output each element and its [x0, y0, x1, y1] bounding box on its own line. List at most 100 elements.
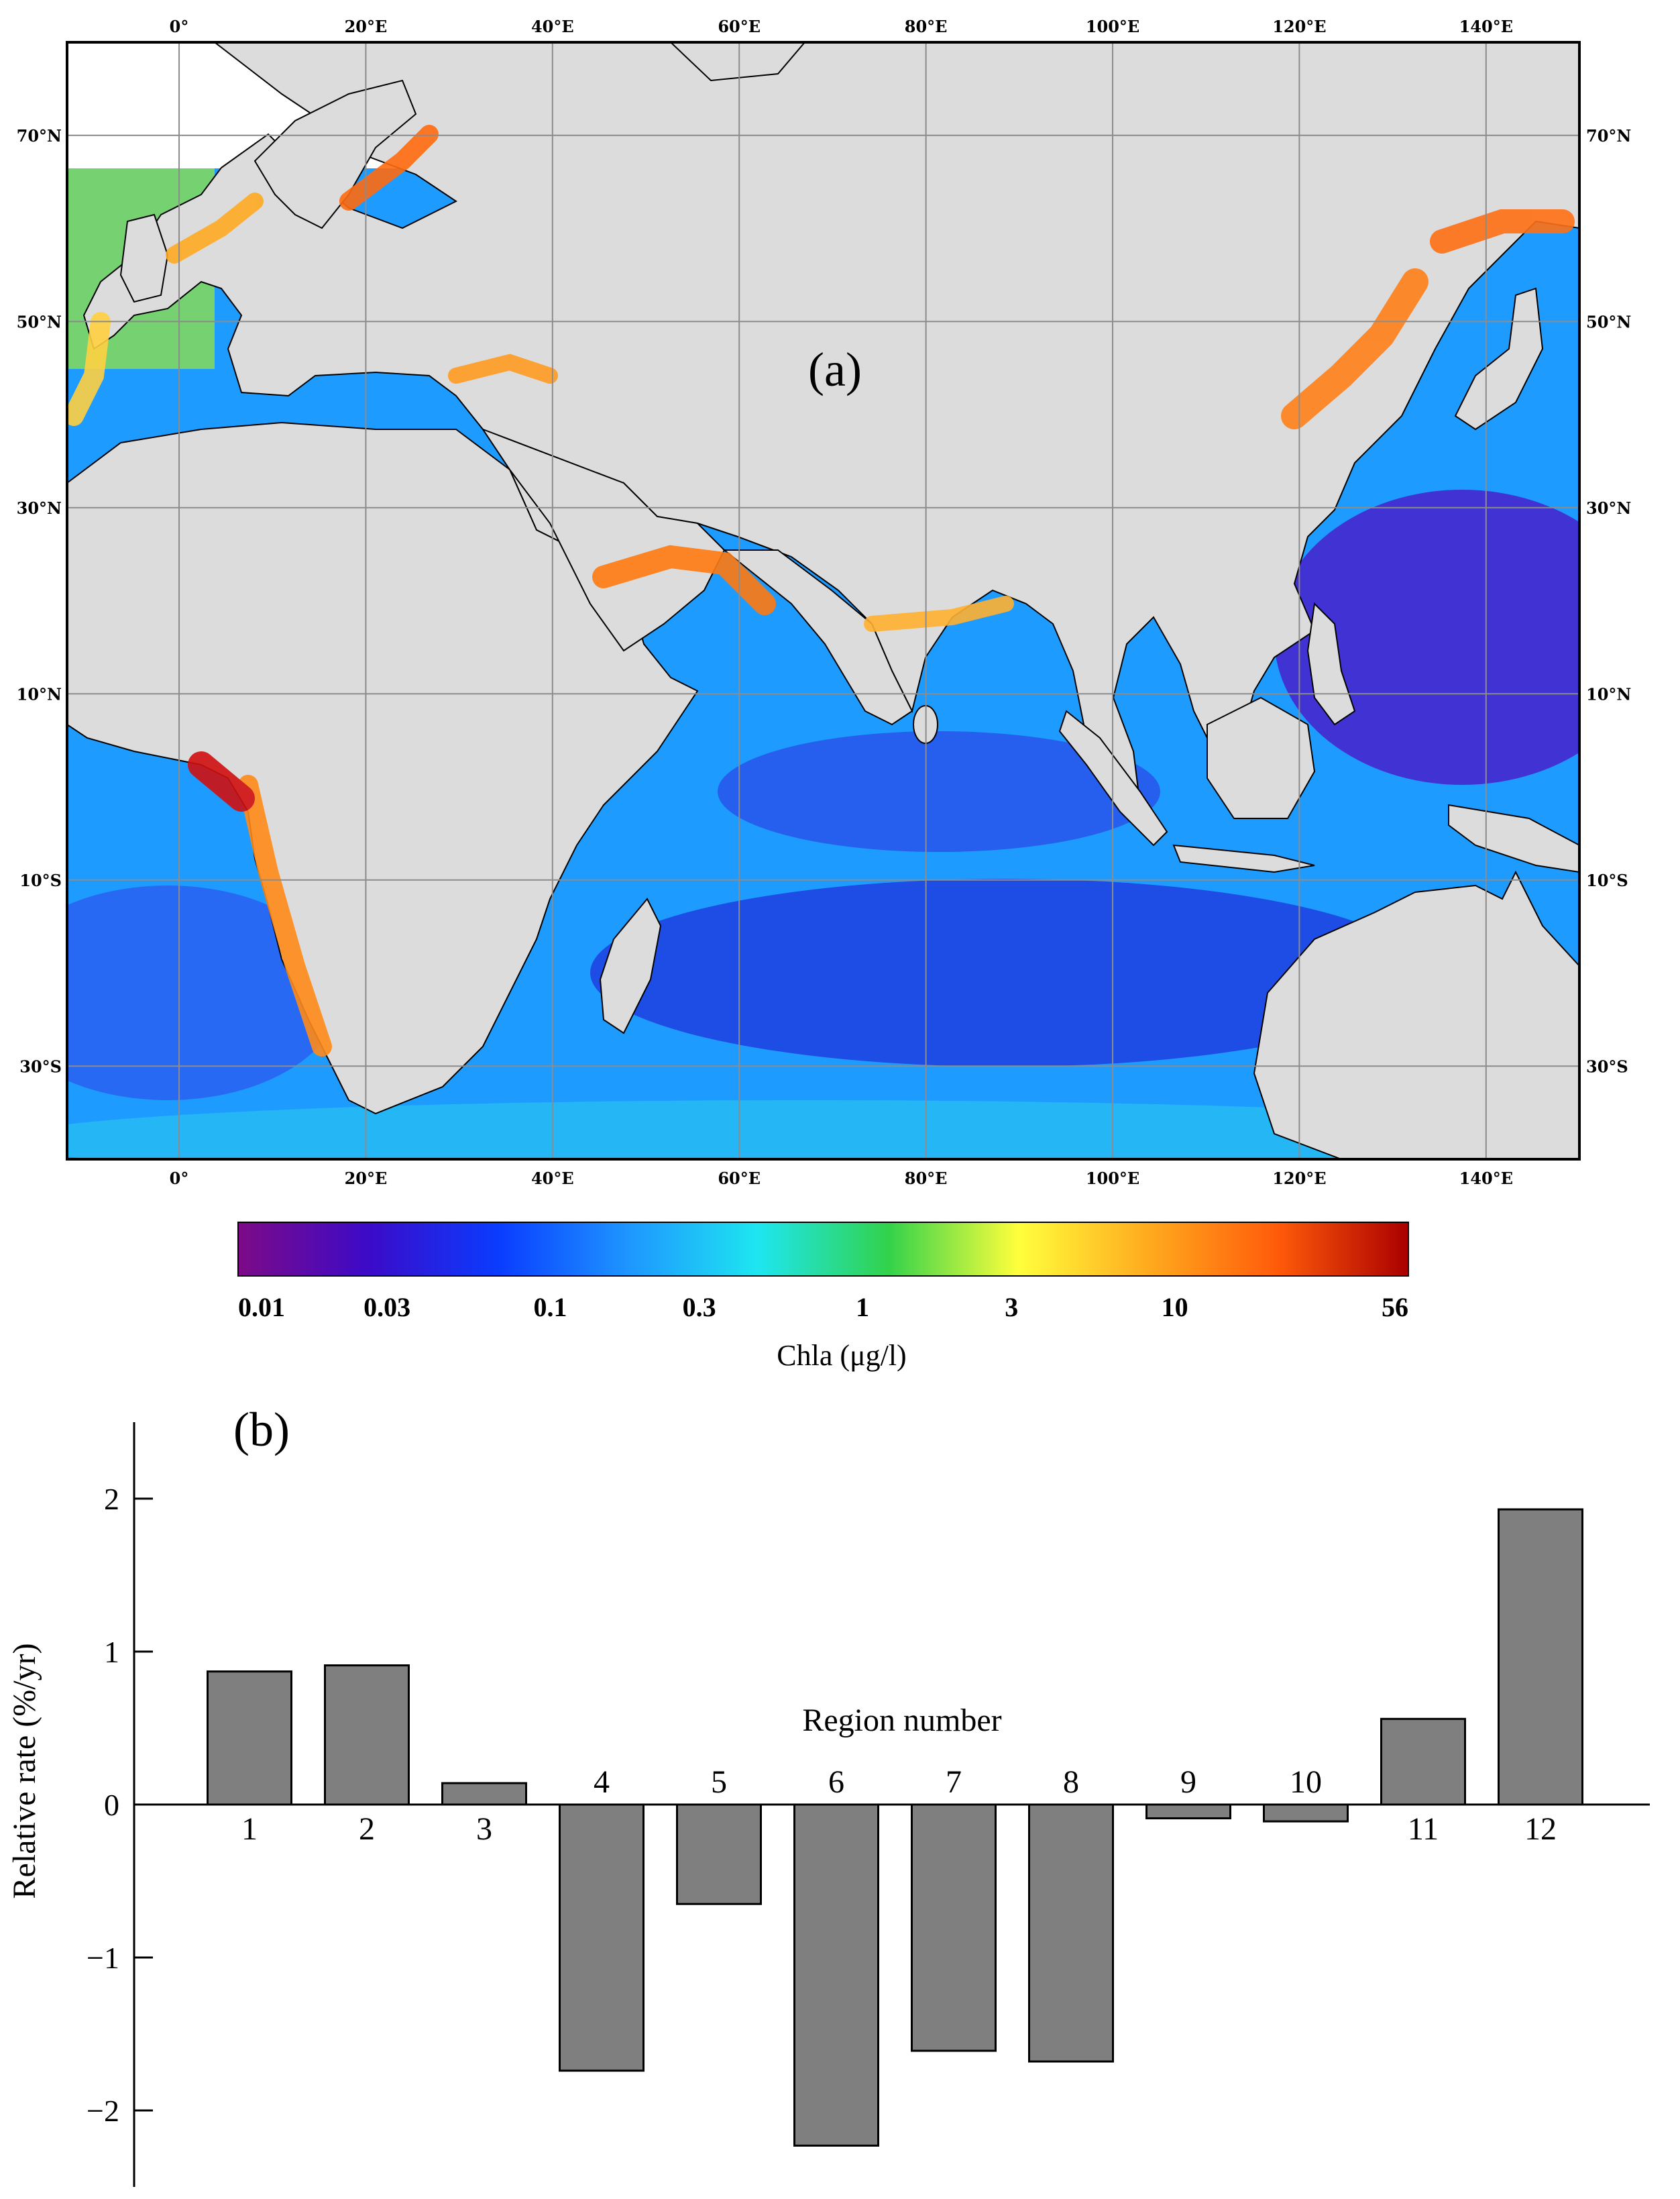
ocean-oligotrophic-south-atlantic	[67, 886, 342, 1100]
bar	[1028, 1803, 1114, 2063]
bloom-arabian-sea	[592, 545, 776, 615]
ocean-oligotrophic-equatorial-indian	[718, 731, 1160, 852]
bar	[793, 1803, 879, 2147]
lat-tick-label-right: 50°N	[1586, 312, 1631, 331]
land-india	[722, 549, 913, 726]
map-tick-labels: 0° 0° 20°E 20°E 40°E 40°E 60°E 60°E 80°E 80°E 100°…	[17, 17, 1632, 1188]
category-label: 1	[241, 1811, 258, 1847]
category-label: 5	[711, 1764, 727, 1800]
land-japan	[1454, 287, 1544, 431]
category-label: 3	[476, 1811, 492, 1847]
lat-tick-label-right: 10°S	[1586, 871, 1628, 890]
land-scandinavia	[254, 79, 417, 229]
bar	[911, 1803, 997, 2052]
category-label: 2	[359, 1811, 375, 1847]
bloom-baltic	[339, 125, 439, 211]
lat-tick-label-right: 30°N	[1586, 498, 1631, 518]
colorbar-tick-label: 0.01	[238, 1292, 285, 1322]
bar	[1380, 1717, 1466, 1806]
bloom-guinea	[188, 751, 255, 812]
lat-tick-label-left: 70°N	[17, 126, 62, 146]
lon-tick-label-top: 0°	[170, 17, 189, 36]
map-area	[67, 42, 1579, 1159]
map-frame	[66, 41, 1581, 1161]
category-label: 9	[1180, 1764, 1196, 1800]
y-tick-label: −2	[87, 2094, 119, 2128]
lon-tick-label-top: 80°E	[905, 17, 948, 36]
lon-tick-label-bottom: 140°E	[1459, 1169, 1513, 1188]
colorbar: 0.01 0.03 0.1 0.3 1 3 10 56 Chla (μg/l)	[237, 1222, 1409, 1372]
category-label: 10	[1290, 1764, 1322, 1800]
panel-b-label: (b)	[233, 1403, 290, 1456]
lat-tick-label-left: 10°S	[19, 871, 62, 890]
lat-tick-label-left: 30°N	[17, 498, 62, 518]
y-tick-label: −1	[87, 1941, 119, 1975]
x-axis-label: Region number	[802, 1703, 1001, 1738]
lon-tick-label-top: 60°E	[718, 17, 761, 36]
bloom-black-sea	[448, 354, 558, 384]
lat-tick-label-right: 70°N	[1586, 126, 1631, 146]
lon-tick-label-top: 40°E	[531, 17, 574, 36]
bloom-east-china-sea	[1281, 268, 1429, 429]
lat-tick-label-right: 30°S	[1586, 1057, 1628, 1076]
bar	[1145, 1803, 1231, 1820]
lat-tick-label-left: 10°N	[17, 684, 62, 704]
ocean-mesotrophic-southern	[67, 1100, 1579, 1159]
bloom-benguela	[238, 775, 332, 1057]
colorbar-tick-label: 0.03	[363, 1292, 410, 1322]
category-label: 4	[594, 1764, 610, 1800]
axes: 210−1−2	[87, 1422, 1650, 2187]
bar-chart: (b) Relative rate (%/yr) Region number 1…	[7, 1403, 1650, 2187]
bloom-north-atlantic-coast	[67, 312, 111, 426]
category-label: 7	[946, 1764, 962, 1800]
bar	[676, 1803, 762, 1905]
land-borneo	[1207, 696, 1316, 819]
category-label: 6	[828, 1764, 844, 1800]
lon-tick-label-bottom: 0°	[170, 1169, 189, 1188]
lon-tick-label-bottom: 80°E	[905, 1169, 948, 1188]
colorbar-title: Chla (μg/l)	[777, 1339, 906, 1372]
lon-tick-label-top: 100°E	[1086, 17, 1139, 36]
colorbar-tick-label: 1	[856, 1292, 869, 1322]
land-arabia	[481, 427, 726, 652]
bar	[1498, 1508, 1583, 1806]
y-tick-label: 2	[104, 1482, 119, 1516]
land-uk	[119, 213, 169, 303]
colorbar-tick-label: 56	[1382, 1292, 1408, 1322]
map-grid	[67, 42, 1579, 1159]
lon-tick-label-bottom: 40°E	[531, 1169, 574, 1188]
panel-a-label: (a)	[808, 343, 862, 396]
colorbar-tick-label: 3	[1005, 1292, 1018, 1322]
colorbar-tick-label: 0.3	[683, 1292, 716, 1322]
relative-rate-bar-chart: (b) Relative rate (%/yr) Region number 1…	[0, 1389, 1680, 2196]
lat-tick-label-left: 30°S	[19, 1057, 62, 1076]
lon-tick-label-top: 20°E	[345, 17, 388, 36]
bloom-okhotsk	[1430, 209, 1575, 254]
land-java	[1172, 844, 1315, 873]
land-madagascar	[599, 898, 662, 1034]
coastal-blooms	[67, 125, 1575, 1057]
y-tick-label: 0	[104, 1788, 119, 1822]
colorbar-gradient	[237, 1222, 1409, 1277]
land-arctic-islands	[669, 42, 806, 82]
land-australia	[1253, 870, 1579, 1159]
land-new-guinea	[1448, 804, 1579, 873]
colorbar-tick-labels: 0.01 0.03 0.1 0.3 1 3 10 56	[238, 1292, 1408, 1322]
category-label: 12	[1524, 1811, 1557, 1847]
y-tick-label: 1	[104, 1635, 119, 1669]
lon-tick-label-top: 120°E	[1272, 17, 1326, 36]
bar	[1263, 1803, 1349, 1823]
lon-tick-label-bottom: 60°E	[718, 1169, 761, 1188]
bloom-bay-of-bengal	[864, 596, 1014, 632]
lat-tick-label-right: 10°N	[1586, 684, 1631, 704]
ocean-oligotrophic-south-indian	[590, 879, 1422, 1067]
lon-tick-label-top: 140°E	[1459, 17, 1513, 36]
lon-tick-label-bottom: 100°E	[1086, 1169, 1139, 1188]
bar	[207, 1670, 292, 1806]
bloom-north-sea	[166, 193, 264, 264]
chla-map-panel: 0° 0° 20°E 20°E 40°E 40°E 60°E 60°E 80°E 80°E 100°…	[17, 17, 1632, 1372]
category-label: 8	[1063, 1764, 1079, 1800]
chla-map: 0° 0° 20°E 20°E 40°E 40°E 60°E 60°E 80°E 80°E 100°…	[17, 17, 1632, 1372]
bar	[559, 1803, 645, 2072]
